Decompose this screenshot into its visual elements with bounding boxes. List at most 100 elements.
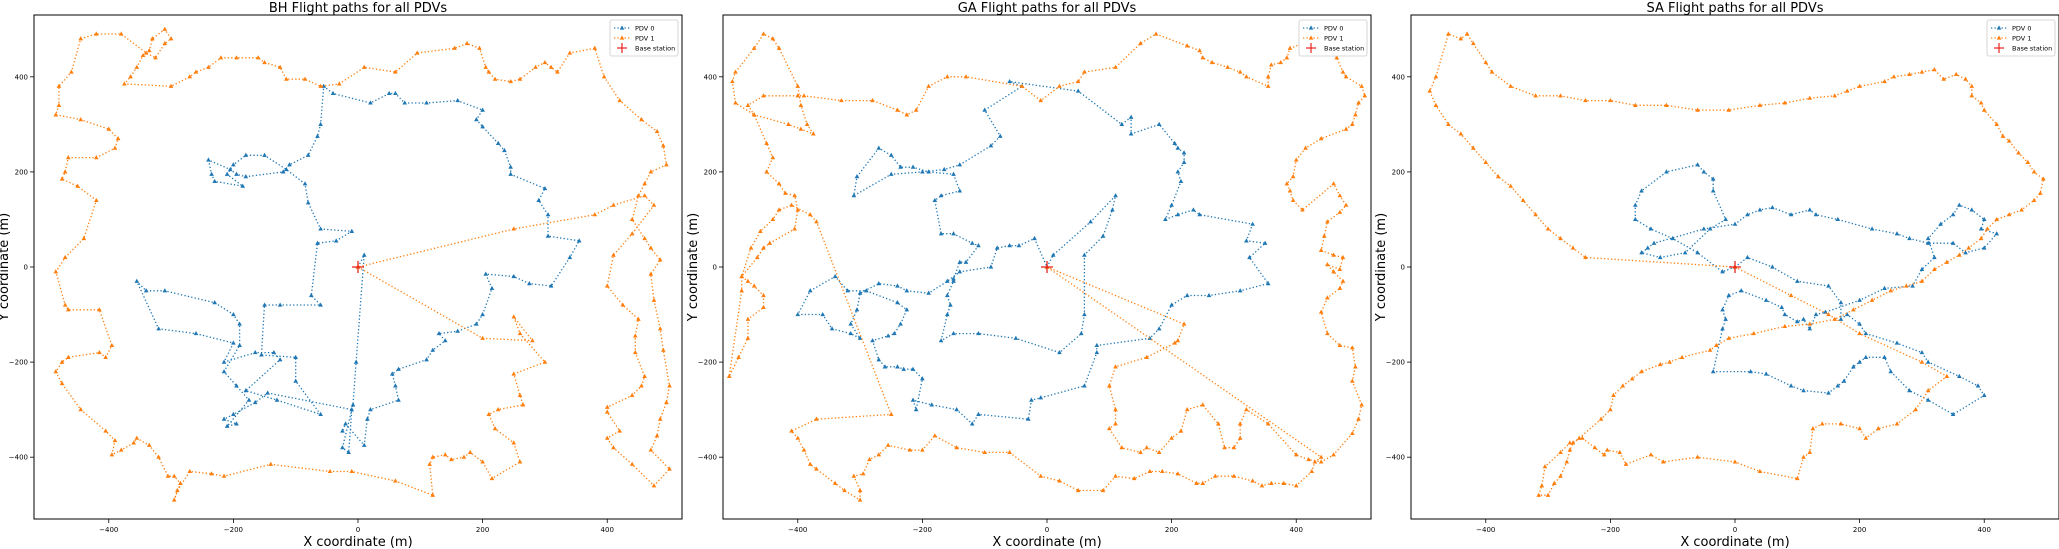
waypoint-marker [2041,176,2046,181]
waypoint-marker [860,471,866,476]
waypoint-marker [957,259,963,264]
waypoint-marker [243,152,249,157]
waypoint-marker [786,121,791,126]
waypoint-marker [648,271,654,276]
waypoint-marker [1710,369,1716,374]
waypoint-marker [1244,238,1249,243]
waypoint-marker [1910,283,1915,288]
waypoint-marker [945,74,950,79]
waypoint-marker [1200,55,1206,60]
waypoint-marker [1757,468,1763,474]
waypoint-marker [1841,378,1847,383]
waypoint-marker [271,349,277,355]
x-axis-label: X coordinate (m) [992,535,1101,549]
waypoint-marker [1138,40,1143,46]
waypoint-marker [1564,459,1570,464]
waypoint-marker [1007,78,1012,84]
waypoint-marker [256,55,261,60]
waypoint-marker [932,197,938,203]
waypoint-marker [770,155,776,160]
waypoint-marker [1216,421,1221,426]
waypoint-marker [302,181,308,186]
waypoint-marker [318,411,323,416]
waypoint-marker [62,302,68,307]
waypoint-marker [1172,340,1178,345]
waypoint-marker [103,354,108,359]
waypoint-marker [1175,471,1181,476]
y-tick-label: 200 [1392,168,1405,176]
waypoint-marker [639,383,644,388]
waypoint-marker [115,136,121,141]
y-axis-label: Y coordinate (m) [686,213,701,322]
waypoint-marker [910,366,916,371]
waypoint-marker [1710,176,1716,181]
waypoint-marker [231,311,236,317]
waypoint-marker [1029,397,1034,402]
waypoint-marker [1592,445,1598,450]
waypoint-marker [1306,456,1311,462]
waypoint-marker [1695,250,1700,255]
y-axis-label: Y coordinate (m) [0,213,12,322]
waypoint-marker [1057,478,1062,483]
waypoint-marker [842,487,847,493]
waypoint-marker [951,231,956,236]
waypoint-marker [1433,102,1439,107]
waypoint-marker [517,76,523,81]
waypoint-marker [1629,376,1635,381]
waypoint-marker [492,426,498,431]
waypoint-marker [807,212,813,217]
waypoint-marker [938,231,944,236]
waypoint-marker [811,131,816,136]
waypoint-marker [1620,383,1626,388]
waypoint-marker [969,240,975,245]
waypoint-marker [1038,97,1044,103]
waypoint-marker [2016,150,2021,155]
chart-panel: SA Flight paths for all PDVs −400 −200 0 200… [1374,1,2059,549]
waypoint-marker [1807,326,1813,331]
waypoint-marker [1957,202,1962,207]
waypoint-marker [1894,421,1900,426]
waypoint-marker [1904,283,1909,288]
waypoint-marker [218,55,224,60]
waypoint-marker [1907,71,1912,77]
waypoint-marker [1293,452,1299,457]
waypoint-marker [1710,188,1716,193]
waypoint-marker [1957,252,1962,257]
waypoint-marker [221,369,227,374]
waypoint-marker [657,416,663,421]
waypoint-marker [2038,190,2043,195]
waypoint-marker [536,197,541,203]
waypoint-marker [59,380,65,386]
waypoint-marker [224,171,230,176]
waypoint-marker [1617,449,1623,455]
waypoint-marker [1265,74,1271,79]
waypoint-marker [1876,426,1881,431]
waypoint-marker [533,64,538,69]
waypoint-marker [1657,254,1663,260]
waypoint-marker [277,64,283,69]
waypoint-marker [1994,121,1999,126]
waypoint-marker [1552,480,1557,485]
waypoint-marker [1250,221,1255,226]
x-tick-label: −200 [1601,526,1620,534]
waypoint-marker [1919,266,1925,271]
waypoint-marker [776,181,782,186]
x-tick-label: 200 [476,526,489,534]
waypoint-marker [857,487,863,493]
waypoint-marker [262,302,267,307]
chart-panel: BH Flight paths for all PDVs −400 −200 0 200… [0,1,683,549]
waypoint-marker [1359,402,1364,407]
waypoint-marker [1664,102,1669,107]
waypoint-marker [1975,383,1981,388]
waypoint-marker [97,307,102,312]
waypoint-marker [65,354,71,359]
waypoint-marker [234,421,239,426]
legend-marker-swatch [1308,25,1314,30]
waypoint-marker [904,288,910,293]
waypoint-marker [168,83,174,88]
waypoint-marker [789,428,794,433]
waypoint-marker [910,397,916,402]
waypoint-marker [1679,354,1685,359]
waypoint-marker [1128,114,1134,119]
waypoint-marker [349,407,355,412]
